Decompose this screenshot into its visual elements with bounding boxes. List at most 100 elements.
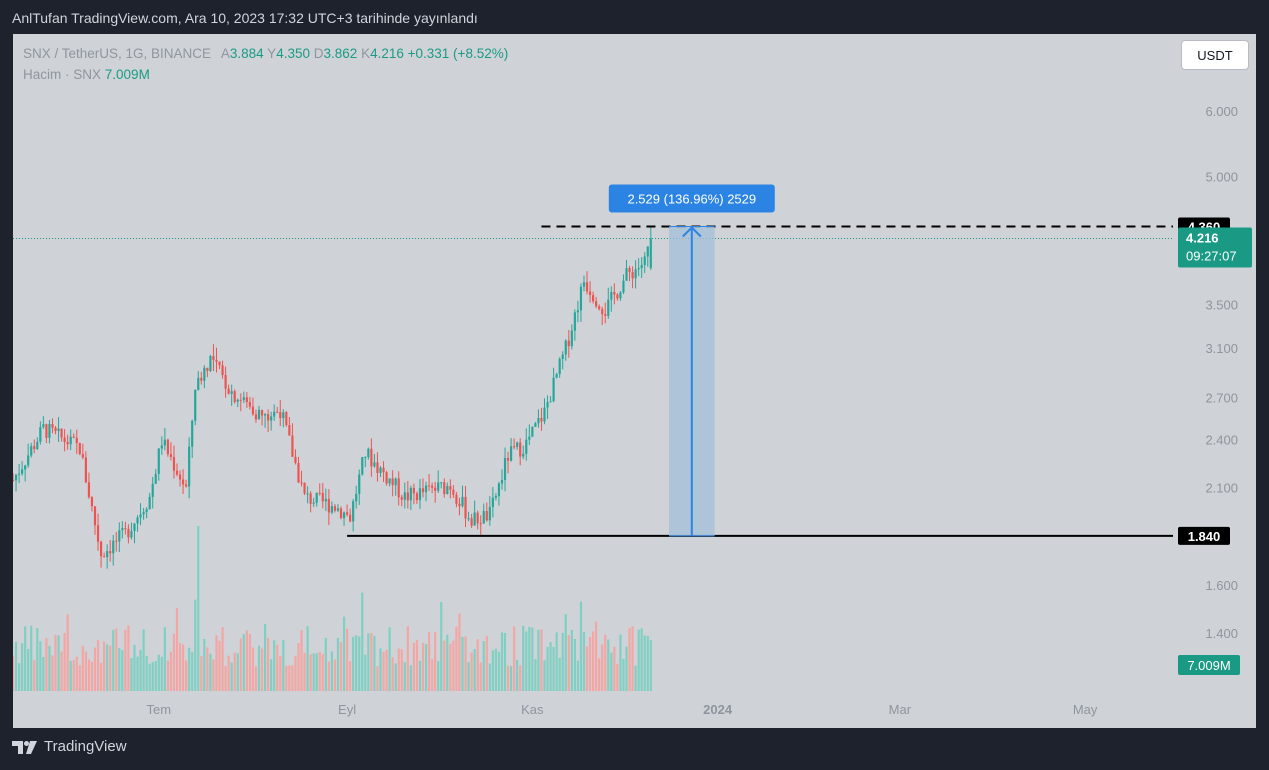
volume-bar — [491, 650, 494, 691]
candle-body — [588, 291, 592, 296]
candle-body — [151, 483, 154, 497]
candle-body — [549, 401, 552, 403]
candle-body — [409, 487, 412, 501]
tradingview-brand[interactable]: TradingView — [12, 738, 127, 755]
candle-body — [230, 391, 233, 394]
volume-bar — [185, 660, 188, 691]
volume-bar — [109, 645, 112, 691]
volume-bar — [476, 639, 479, 691]
candle-body — [336, 508, 340, 511]
candle-body — [598, 306, 601, 310]
candle-body — [473, 512, 476, 526]
candle-body — [145, 509, 148, 513]
volume-bar — [39, 641, 42, 691]
volume-bar — [330, 651, 333, 691]
candle-body — [206, 367, 209, 371]
volume-bar — [327, 661, 330, 691]
volume-bar — [230, 662, 233, 691]
candle-body — [124, 528, 127, 530]
volume-bar — [245, 630, 248, 691]
candle-body — [309, 493, 312, 504]
candle-body — [494, 496, 497, 498]
volume-bar — [163, 627, 166, 691]
volume-bar — [376, 666, 379, 691]
candle-body — [625, 268, 628, 281]
volume-bar — [254, 666, 258, 691]
candle-body — [531, 426, 534, 437]
candle-body — [157, 448, 160, 474]
volume-bar — [151, 661, 154, 691]
x-tick-label: 2024 — [703, 702, 733, 717]
price-chart[interactable]: 6.000 5.000 3.500 3.100 2.700 2.400 2.100 1.600… — [13, 34, 1256, 728]
volume-bar — [242, 634, 245, 691]
volume-badge — [1178, 655, 1240, 675]
chart-panel[interactable]: 6.000 5.000 3.500 3.100 2.700 2.400 2.100 1.600… — [13, 34, 1256, 728]
currency-button[interactable]: USDT — [1181, 40, 1249, 70]
candle-body — [13, 480, 15, 482]
volume-bar — [118, 648, 121, 691]
level-price-badge — [1178, 526, 1230, 545]
publication-header: AnlTufan TradingView.com, Ara 10, 2023 1… — [12, 10, 478, 26]
volume-bar — [643, 635, 646, 691]
candle-body — [103, 556, 106, 558]
candle-body — [154, 473, 157, 484]
volume-bar — [349, 661, 352, 691]
volume-bar — [63, 632, 66, 691]
volume-bar — [364, 654, 367, 691]
candle-body — [14, 474, 18, 481]
volume-bar — [379, 648, 382, 691]
volume-bar — [291, 665, 294, 691]
symbol-legend: SNX / TetherUS, 1G, BINANCE A3.884 Y4.35… — [23, 46, 508, 61]
volume-bar — [188, 647, 191, 691]
measure-arrow-head — [682, 226, 702, 238]
volume-bar — [415, 639, 419, 691]
candle-body — [160, 445, 163, 449]
volume-bar — [531, 627, 534, 691]
candle-body — [84, 457, 87, 483]
candle-body — [57, 428, 60, 431]
candle-body — [349, 514, 352, 522]
volume-bar — [203, 638, 206, 691]
volume-bar — [421, 642, 425, 691]
candle-body — [33, 446, 36, 450]
volume-bar — [464, 636, 467, 691]
candle-body — [361, 457, 364, 475]
candle-body — [397, 478, 400, 498]
volume-bar — [607, 639, 610, 691]
volume-bar — [598, 658, 601, 691]
countdown-label: 09:27:07 — [1186, 249, 1237, 264]
candle-body — [491, 497, 494, 508]
volume-bar — [69, 661, 72, 691]
volume-bar — [564, 614, 567, 691]
candle-body — [418, 488, 422, 501]
volume-bar — [51, 655, 54, 691]
candle-body — [42, 424, 45, 428]
candle-body — [130, 530, 133, 538]
candle-body — [458, 503, 461, 507]
candle-body — [476, 512, 479, 524]
change-value: +0.331 (+8.52%) — [407, 46, 509, 61]
y-tick-label: 6.000 — [1205, 104, 1238, 119]
volume-bar — [355, 635, 358, 691]
candle-body — [312, 502, 315, 504]
candle-body — [21, 469, 24, 474]
volume-bar — [546, 647, 549, 691]
volume-bar — [467, 662, 470, 691]
measure-label-box — [608, 184, 775, 213]
volume-bar — [279, 656, 282, 691]
volume-bar — [33, 659, 36, 691]
candle-body — [452, 489, 455, 495]
volume-bar — [315, 653, 318, 691]
volume-bar — [136, 656, 139, 691]
candle-body — [282, 412, 285, 419]
y-tick-label: 3.500 — [1205, 297, 1238, 312]
candle-body — [649, 238, 652, 268]
candle-body — [607, 299, 610, 316]
candle-body — [573, 312, 576, 331]
open-value: 3.884 — [229, 46, 264, 61]
candle-body — [415, 493, 419, 501]
close-label: K — [361, 46, 371, 61]
volume-bar — [412, 642, 415, 691]
volume-bar — [591, 631, 595, 691]
candle-body — [267, 414, 270, 421]
